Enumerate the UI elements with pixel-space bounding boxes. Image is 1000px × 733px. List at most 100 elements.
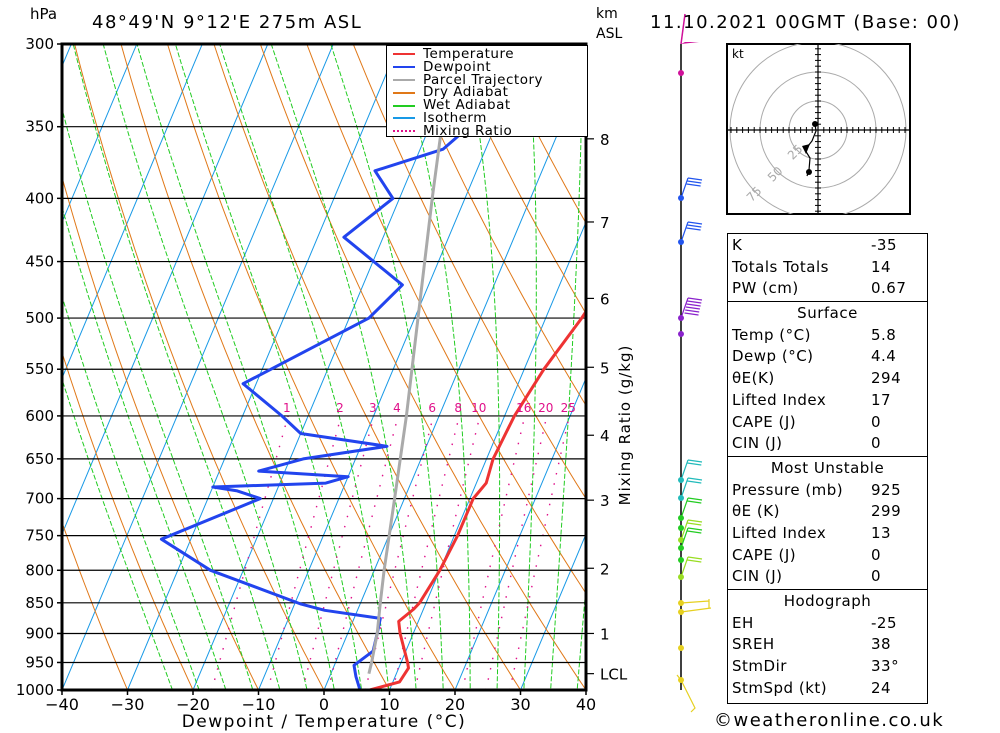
mixing-ratio-label: 6 xyxy=(428,401,436,415)
hodograph-index-label: StmDir xyxy=(732,657,787,676)
dry-adiabat-line xyxy=(62,350,194,690)
wind-barb-feather xyxy=(687,221,703,225)
mixing-ratio-label: 3 xyxy=(369,401,377,415)
pressure-tick-label: 550 xyxy=(25,360,54,378)
legend-item: Mixing Ratio xyxy=(387,124,587,138)
temperature-tick-label: 20 xyxy=(445,695,465,714)
surface-index-row: CAPE (J) 0 xyxy=(728,412,927,434)
legend-item: Temperature xyxy=(387,47,587,61)
legend-swatch xyxy=(393,66,415,69)
mixing-ratio-label: 2 xyxy=(336,401,344,415)
wet-adiabat-line xyxy=(550,44,583,690)
hodograph-index-value: 33° xyxy=(871,657,900,676)
surface-index-value: 17 xyxy=(871,390,892,409)
wind-barb-shaft xyxy=(680,459,689,481)
temperature-tick-label: 10 xyxy=(379,695,399,714)
most-unstable-index-row: CIN (J) 0 xyxy=(728,566,927,588)
wet-adiabat-line xyxy=(523,44,537,690)
pressure-tick-label: 450 xyxy=(25,253,54,271)
surface-index-row: Lifted Index 17 xyxy=(728,390,927,412)
isotherm-line xyxy=(62,44,203,380)
most-unstable-index-label: Lifted Index xyxy=(732,523,827,542)
wind-barb-feather xyxy=(687,300,702,304)
wet-adiabat-line xyxy=(219,44,390,690)
pressure-tick-label: 700 xyxy=(25,490,54,508)
wind-barb-feather xyxy=(687,224,702,228)
wind-barb-feather xyxy=(687,459,703,463)
most-unstable-index-value: 925 xyxy=(871,480,902,499)
wind-level-dot xyxy=(678,557,684,563)
most-unstable-index-row: CAPE (J) 0 xyxy=(728,545,927,567)
dry-adiabat-line xyxy=(445,44,586,315)
wet-adiabat-line xyxy=(72,44,281,690)
hodograph-unit-label: kt xyxy=(732,47,744,61)
temperature-tick-label: −40 xyxy=(45,695,79,714)
surface-index-label: CAPE (J) xyxy=(732,412,797,431)
pressure-tick-label: 300 xyxy=(25,35,54,53)
wind-barb-feather xyxy=(687,527,703,531)
wind-barb-feather xyxy=(684,312,699,316)
wind-barb-feather xyxy=(685,309,700,313)
temperature-tick-label: −10 xyxy=(242,695,276,714)
temperature-tick-label: −20 xyxy=(176,695,210,714)
wind-barb-feather xyxy=(687,480,702,484)
most-unstable-index-row: Lifted Index 13 xyxy=(728,523,927,545)
dry-adiabat-line xyxy=(62,175,260,690)
surface-index-label: CIN (J) xyxy=(732,434,783,453)
most-unstable-index-row: θE (K) 299 xyxy=(728,501,927,523)
hodograph-index-value: -25 xyxy=(871,613,897,632)
wind-level-dot xyxy=(678,645,684,651)
height-tick-label: 1 xyxy=(600,625,610,643)
hodograph-point xyxy=(806,169,812,175)
wet-adiabat-line xyxy=(174,44,363,690)
hodograph-index-label: SREH xyxy=(732,635,775,654)
wind-barb-feather xyxy=(686,183,701,187)
isotherm-line xyxy=(62,44,138,224)
surface-index-row: CIN (J) 0 xyxy=(728,433,927,455)
copyright-link[interactable]: ©weatheronline.co.uk xyxy=(714,710,945,731)
surface-index-label: Temp (°C) xyxy=(732,325,811,344)
isotherm-line xyxy=(62,44,269,536)
legend-label: Dewpoint xyxy=(423,58,492,75)
wind-barb-feather xyxy=(687,477,703,481)
legend-item: Wet Adiabat xyxy=(387,99,587,112)
wind-barb-shaft xyxy=(680,497,689,519)
mixing-ratio-label: 20 xyxy=(538,401,553,415)
pressure-tick-label: 950 xyxy=(25,653,54,671)
legend-label: Parcel Trajectory xyxy=(423,71,543,88)
wind-barb-feather xyxy=(687,556,703,560)
isotherm-line xyxy=(519,532,586,690)
hodograph-index-row: SREH 38 xyxy=(728,634,927,656)
height-tick-label: 8 xyxy=(600,131,610,149)
hodograph-index-label: EH xyxy=(732,613,754,632)
legend-label: Dry Adiabat xyxy=(423,84,509,101)
legend-item: Parcel Trajectory xyxy=(387,71,587,88)
most-unstable-index-label: Pressure (mb) xyxy=(732,480,844,499)
wet-adiabat-line xyxy=(62,106,254,690)
mixing-ratio-line xyxy=(211,415,289,690)
isotherm-line xyxy=(62,44,334,690)
general-index-label: Totals Totals xyxy=(732,257,829,276)
general-index-row: K -35 xyxy=(728,235,927,257)
dry-adiabat-line xyxy=(399,44,586,407)
most-unstable-index-label: θE (K) xyxy=(732,502,780,521)
mixing-ratio-line xyxy=(267,415,342,690)
wind-barb-feather xyxy=(687,519,703,523)
dry-adiabat-line xyxy=(259,44,586,690)
surface-index-value: 0 xyxy=(871,434,882,453)
height-tick-label: 7 xyxy=(600,214,610,232)
general-index-value: 14 xyxy=(871,257,892,276)
legend-swatch xyxy=(393,130,415,133)
dry-adiabat-line xyxy=(166,44,456,690)
surface-index-value: 0 xyxy=(871,412,882,431)
wind-barb-feather xyxy=(685,306,700,310)
wind-barb xyxy=(676,674,696,713)
isotherm-line xyxy=(454,376,586,690)
hodograph-index-label: StmSpd (kt) xyxy=(732,678,828,697)
wind-barb-shaft xyxy=(680,13,686,45)
general-index-value: -35 xyxy=(871,236,897,254)
hodograph-index-row: EH -25 xyxy=(728,613,927,635)
most-unstable-index-value: 0 xyxy=(871,545,882,564)
km-unit-label: km xyxy=(596,6,618,22)
dewpoint-line xyxy=(159,44,471,690)
